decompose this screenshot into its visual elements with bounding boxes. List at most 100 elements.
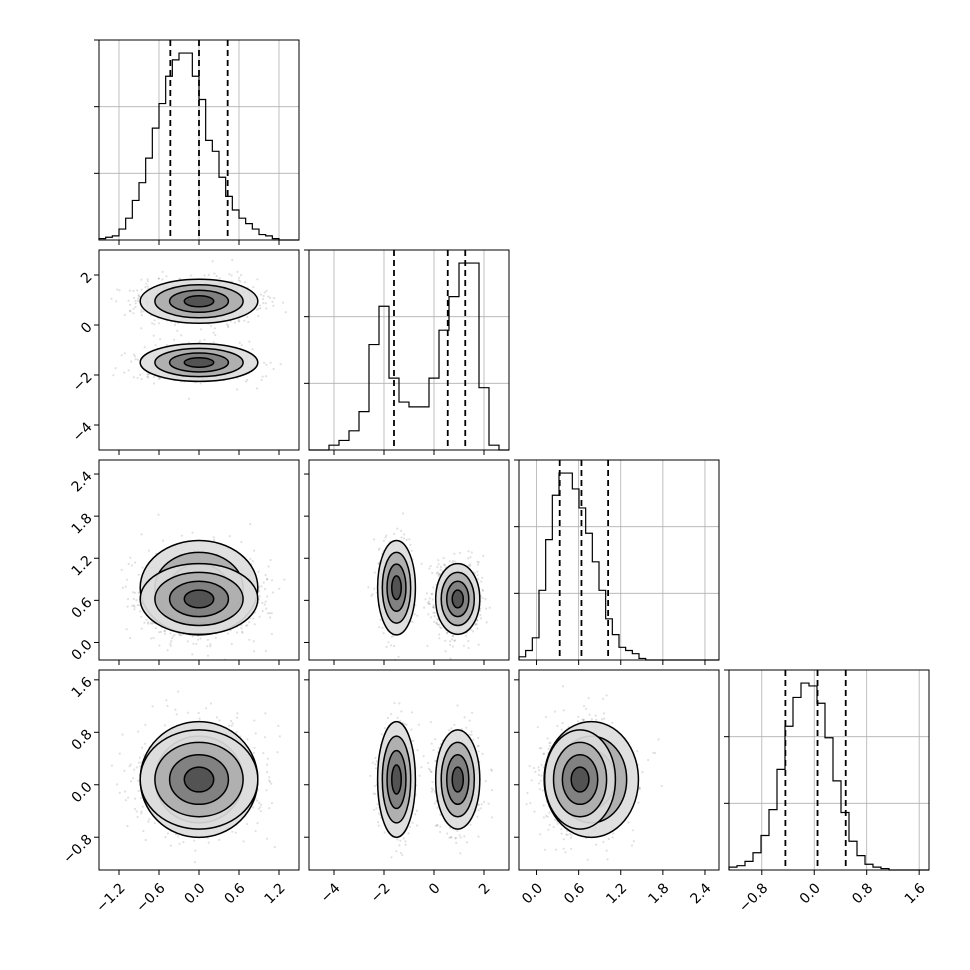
sample-point [159, 338, 162, 341]
sample-point [142, 310, 145, 313]
sample-point [396, 527, 399, 530]
sample-point [239, 280, 242, 283]
sample-point [446, 632, 449, 635]
sample-point [265, 375, 268, 378]
sample-point [133, 355, 137, 358]
sample-point [384, 536, 387, 539]
sample-point [253, 623, 256, 626]
sample-point [178, 634, 182, 637]
sample-point [428, 567, 431, 570]
sample-point [272, 367, 275, 371]
sample-point [426, 644, 429, 648]
sample-point [420, 562, 423, 565]
sample-point [197, 638, 200, 641]
sample-point [248, 621, 251, 624]
contour-line [154, 283, 244, 319]
sample-point [403, 533, 406, 536]
hist-panel-p1 [304, 249, 510, 451]
sample-point [132, 604, 135, 607]
sample-point [264, 649, 267, 653]
sample-point [442, 557, 445, 560]
sample-point [240, 274, 243, 277]
sample-point [264, 573, 267, 577]
sample-point [135, 599, 138, 602]
sample-point [143, 621, 146, 624]
sample-point [436, 623, 440, 626]
sample-point [133, 605, 136, 608]
sample-point [443, 564, 446, 567]
contour-line [168, 352, 230, 373]
sample-point [133, 591, 137, 595]
sample-point [173, 633, 176, 636]
sample-point [129, 556, 132, 559]
sample-point [157, 277, 160, 280]
panel-frame [308, 249, 510, 451]
sample-point [379, 618, 382, 622]
sample-point [381, 626, 384, 629]
sample-point [199, 637, 202, 640]
sample-point [370, 594, 373, 597]
sample-point [385, 534, 388, 537]
sample-point [146, 278, 149, 281]
sample-point [206, 654, 210, 657]
sample-point [235, 731, 238, 734]
sample-point [240, 630, 244, 633]
sample-point [157, 277, 161, 280]
sample-point [435, 572, 438, 575]
sample-point [270, 612, 273, 615]
sample-point [191, 531, 194, 534]
joint-panel-p1-p2 [304, 459, 510, 665]
sample-point [260, 378, 263, 382]
sample-point [140, 627, 143, 630]
sample-point [470, 551, 473, 554]
sample-point [140, 308, 143, 311]
sample-point [132, 597, 135, 601]
sample-point [141, 566, 144, 569]
sample-point [152, 334, 155, 337]
sample-point [137, 297, 140, 300]
sample-point [436, 571, 439, 574]
sample-point [188, 397, 191, 400]
sample-point [449, 640, 452, 643]
sample-point [258, 595, 261, 598]
sample-point [153, 382, 156, 385]
joint-panel-p0-p3 [94, 669, 300, 875]
sample-point [267, 565, 270, 568]
sample-point [248, 638, 251, 641]
sample-point [303, 298, 305, 300]
sample-point [134, 299, 137, 302]
sample-point [390, 635, 393, 638]
sample-point [147, 820, 150, 823]
sample-point [432, 586, 435, 589]
density-level [184, 295, 214, 307]
sample-point [191, 635, 194, 638]
sample-point [467, 564, 470, 567]
sample-point [124, 585, 127, 588]
sample-point [435, 622, 438, 625]
sample-point [147, 549, 150, 552]
sample-point [377, 562, 380, 565]
sample-point [165, 275, 168, 278]
sample-point [125, 628, 128, 631]
sample-point [482, 554, 485, 558]
contour-line [139, 278, 259, 325]
sample-point [263, 361, 266, 364]
sample-point [199, 328, 203, 331]
sample-point [136, 299, 140, 303]
sample-point [405, 538, 408, 542]
sample-point [214, 636, 217, 639]
sample-point [446, 631, 449, 634]
sample-point [264, 600, 267, 603]
sample-point [266, 595, 269, 598]
sample-point [264, 302, 267, 305]
panel-frame [518, 459, 720, 661]
sample-point [169, 644, 172, 647]
sample-point [246, 378, 249, 382]
sample-point [467, 557, 470, 560]
sample-point [439, 565, 442, 569]
sample-point [146, 375, 149, 378]
contour-line [381, 551, 412, 624]
sample-point [266, 577, 269, 581]
panel-frame [98, 459, 300, 661]
sample-point [255, 308, 259, 311]
